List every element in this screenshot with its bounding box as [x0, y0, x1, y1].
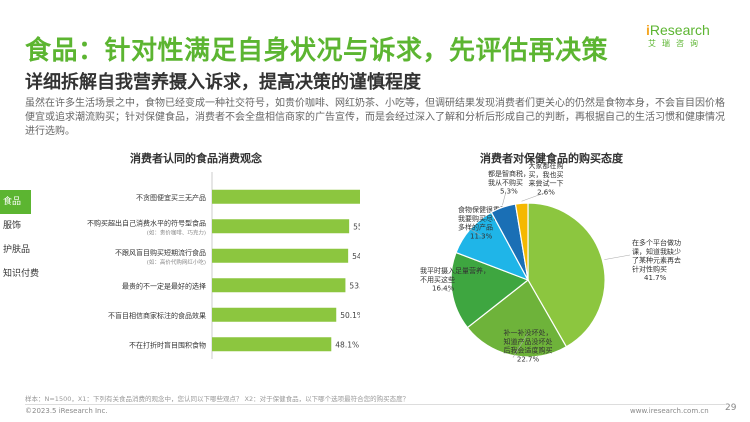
bar-chart-title: 消费者认同的食品消费观念	[130, 152, 262, 165]
pie-slice-label: 不用买这些	[420, 275, 455, 284]
bar-value-label: 55.3%	[353, 222, 360, 231]
page-description: 虽然在许多生活场景之中，食物已经变成一种社交符号，如贵价咖啡、网红奶茶、小吃等，…	[25, 98, 725, 137]
tab-knowledge-payment[interactable]: 知识付费	[3, 269, 40, 279]
bar-category-label: 最贵的不一定是最好的选择	[122, 281, 206, 290]
pie-leader-line	[604, 254, 631, 260]
page-number: 29	[725, 403, 737, 413]
pie-leader-line	[521, 192, 547, 202]
pie-slice-value: 11.3%	[470, 232, 493, 240]
pie-chart-title: 消费者对保健食品的购买态度	[480, 152, 623, 165]
website-link[interactable]: www.iresearch.com.cn	[630, 407, 709, 415]
bar-category-sublabel: (如：高价代购网红小吃)	[147, 258, 206, 266]
bar	[212, 278, 346, 293]
bar-category-label: 不在打折时盲目囤积食物	[129, 340, 206, 349]
bar-value-label: 53.8%	[349, 281, 360, 290]
pie-slice-label: 针对性购买	[632, 264, 667, 273]
bar-value-label: 50.1%	[340, 311, 360, 320]
iresearch-logo: iResearch 艾瑞咨询	[646, 22, 726, 52]
pie-slice-value: 41.7%	[644, 274, 667, 282]
pie-slice	[466, 279, 568, 358]
pie-slice-label: 我从不购买	[488, 178, 523, 187]
bar-value-label: 54.9%	[352, 252, 360, 261]
pie-leader-line	[502, 191, 507, 206]
bar-category-sublabel: (如：贵价咖啡、巧克力)	[147, 228, 206, 236]
pie-leader-line	[512, 332, 529, 358]
pie-slice-label: 我要购买尽可能	[458, 214, 507, 223]
copyright: ©2023.5 iResearch Inc.	[25, 407, 108, 415]
footnote: 样本：N=1500，X1：下列有关食品消费的观念中，您认同以下哪些观点？ X2：…	[25, 395, 410, 403]
pie-slice-label: 后我会适度购买	[504, 346, 553, 355]
bar	[212, 248, 349, 263]
bar-value-label: 48.1%	[335, 340, 359, 349]
pie-slice-label: 我平时摄入足量营养，	[420, 266, 490, 275]
logo-cn: 艾瑞咨询	[648, 39, 704, 48]
pie-slice-label: 来尝试一下	[529, 179, 564, 188]
tab-skincare[interactable]: 护肤品	[3, 245, 31, 255]
pie-slice-label: 了某种元素再去	[632, 256, 681, 265]
pie-slice	[527, 202, 606, 348]
pie-slice-label: 课，知道我缺少	[632, 247, 681, 256]
pie-leader-line	[441, 288, 451, 293]
pie-slice-value: 16.4%	[432, 285, 455, 293]
logo-brand: Research	[649, 22, 710, 38]
tab-food[interactable]: 食品	[0, 190, 31, 214]
page-title: 食品：针对性满足自身状况与诉求，先评估再决策	[25, 36, 609, 66]
tab-clothing[interactable]: 服饰	[3, 221, 22, 231]
pie-slice-value: 2.6%	[537, 188, 555, 196]
pie-slice	[514, 202, 529, 281]
pie-slice-label: 食物保健很重要，	[458, 205, 514, 214]
logo-i: i	[646, 22, 650, 38]
pie-slice-label: 都是智商税，	[488, 169, 530, 178]
bar-category-label: 不盲目相信商家标注的食品效果	[108, 311, 206, 320]
pie-slice-label: 在多个平台做功	[632, 238, 681, 247]
pie-slice-label: 买，我也买	[529, 170, 564, 179]
bar-chart: 63.0%不贪图便宜买三无产品55.3%不购买超出自己消费水平的符号型食品(如：…	[87, 172, 360, 359]
page-subtitle: 详细拆解自我营养摄入诉求，提高决策的谨慎程度	[25, 72, 421, 93]
bar	[212, 219, 350, 234]
pie-slice-label: 知道产品没坏处	[504, 337, 553, 346]
bar-category-label: 不跟风盲目购买短期流行食品	[115, 248, 206, 257]
pie-slice	[450, 251, 530, 329]
bar-category-label: 不购买超出自己消费水平的符号型食品	[87, 218, 206, 227]
pie-slice-value: 5.3%	[500, 188, 518, 196]
bar	[212, 189, 360, 204]
pie-slice-label: 多样的产品	[458, 223, 493, 232]
bar-category-label: 不贪图便宜买三无产品	[136, 193, 206, 202]
pie-slice-label: 大家都在购	[529, 161, 564, 170]
pie-leader-line	[468, 227, 483, 237]
pie-slice-label: 补一补没坏处，	[504, 328, 553, 337]
bar	[212, 337, 332, 352]
footer-divider	[25, 404, 725, 405]
side-tabs: 食品 服饰 护肤品 知识付费	[0, 190, 40, 286]
bar	[212, 307, 337, 322]
pie-slice-value: 22.7%	[517, 355, 540, 363]
